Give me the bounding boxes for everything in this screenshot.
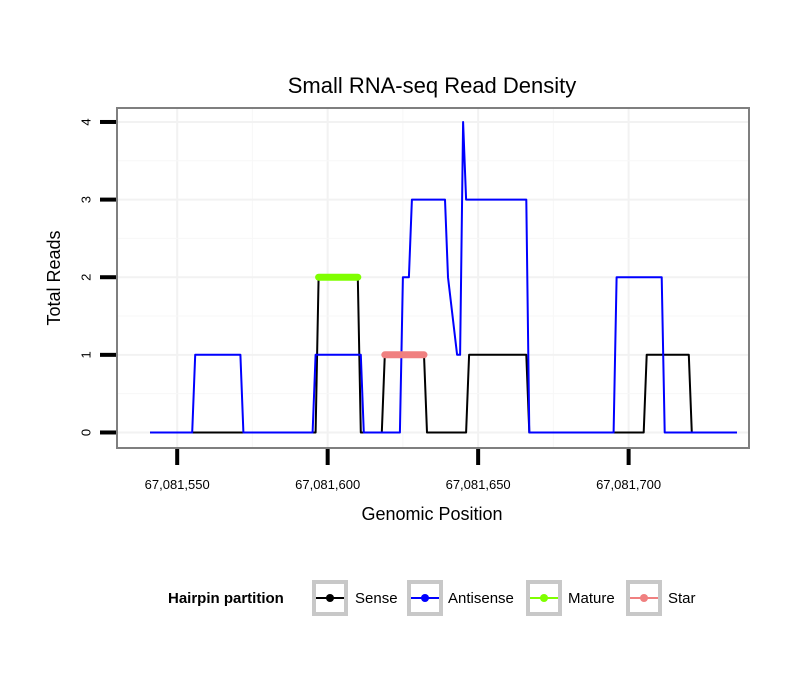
x-tick-label: 67,081,700 — [596, 477, 661, 492]
legend-item-sense: Sense — [312, 580, 398, 616]
legend-label: Antisense — [448, 590, 514, 607]
x-tick-label: 67,081,650 — [446, 477, 511, 492]
legend-key-point — [326, 594, 334, 602]
legend-item-mature: Mature — [526, 580, 615, 616]
y-tick-label: 1 — [79, 351, 94, 358]
legend-title: Hairpin partition — [168, 590, 284, 607]
legend-label: Mature — [568, 590, 615, 607]
y-tick-label: 4 — [79, 118, 94, 125]
y-axis-title: Total Reads — [44, 230, 64, 325]
x-tick-label: 67,081,550 — [145, 477, 210, 492]
x-tick-label: 67,081,600 — [295, 477, 360, 492]
legend: Hairpin partition Sense Antisense Mature St… — [168, 580, 696, 616]
y-axis-ticks: 0 1 2 3 4 — [79, 118, 116, 436]
series-line-antisense — [150, 121, 737, 434]
y-tick-label: 0 — [79, 429, 94, 436]
x-axis-title: Genomic Position — [361, 504, 502, 524]
x-axis-ticks: 67,081,550 67,081,600 67,081,650 67,081,700 — [145, 449, 661, 492]
series-lines — [150, 121, 737, 434]
y-tick-label: 2 — [79, 274, 94, 281]
legend-items: Sense Antisense Mature Star — [312, 580, 696, 616]
chart-title: Small RNA-seq Read Density — [288, 73, 577, 98]
legend-item-star: Star — [626, 580, 696, 616]
legend-key-point — [640, 594, 648, 602]
y-tick-label: 3 — [79, 196, 94, 203]
legend-item-antisense: Antisense — [407, 580, 514, 616]
plot-border — [116, 107, 750, 449]
legend-key-point — [421, 594, 429, 602]
legend-label: Star — [668, 590, 696, 607]
legend-label: Sense — [355, 590, 398, 607]
legend-key-point — [540, 594, 548, 602]
